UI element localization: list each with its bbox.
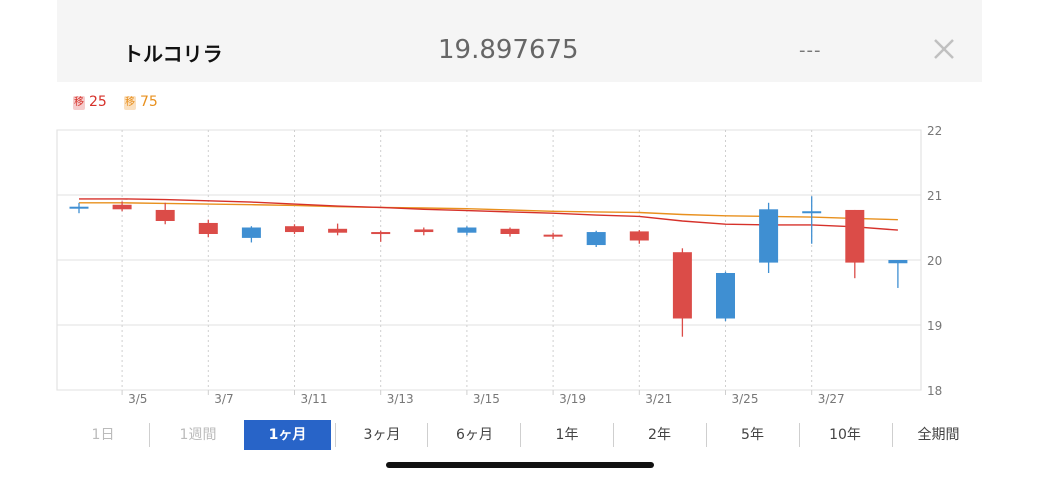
- price-change: ---: [799, 40, 822, 61]
- period-tab-6[interactable]: 2年: [648, 427, 671, 443]
- close-icon[interactable]: [931, 36, 957, 62]
- candle-body: [69, 206, 89, 209]
- legend-ma75-tag: 移: [124, 96, 136, 110]
- candle-body: [888, 260, 908, 264]
- period-tab-0[interactable]: 1日: [91, 427, 115, 443]
- period-divider: [427, 423, 428, 447]
- legend-ma25-tag: 移: [73, 96, 85, 110]
- period-divider: [706, 423, 707, 447]
- period-tab-4[interactable]: 6ヶ月: [456, 427, 493, 443]
- y-tick-label: 21: [927, 189, 942, 203]
- x-tick-label: 3/7: [214, 392, 233, 406]
- x-tick-label: 3/13: [387, 392, 414, 406]
- x-tick-label: 3/5: [128, 392, 147, 406]
- y-tick-label: 20: [927, 254, 942, 268]
- candle-body: [285, 226, 304, 233]
- candle-body: [716, 273, 735, 319]
- candle-body: [586, 232, 606, 246]
- currency-title: トルコリラ: [123, 42, 223, 66]
- period-divider: [335, 423, 336, 447]
- legend-ma75-label: 75: [140, 94, 158, 110]
- period-tab-5[interactable]: 1年: [555, 427, 579, 443]
- x-tick-label: 3/25: [732, 392, 759, 406]
- x-tick-label: 3/27: [818, 392, 845, 406]
- candle-body: [155, 209, 175, 221]
- period-tab-9[interactable]: 全期間: [917, 427, 960, 443]
- candle-body: [672, 252, 692, 319]
- candle-body: [371, 232, 391, 235]
- x-tick-label: 3/21: [645, 392, 672, 406]
- period-divider: [799, 423, 800, 447]
- candle-body: [457, 227, 477, 233]
- y-tick-label: 22: [927, 124, 942, 138]
- candle-body: [500, 228, 520, 234]
- candle-body: [112, 204, 132, 210]
- x-tick-label: 3/15: [473, 392, 500, 406]
- period-selector: 1日 1週間 1ヶ月 3ヶ月 6ヶ月 1年 2年 5年 10年 全期間: [57, 420, 982, 450]
- x-tick-label: 3/19: [559, 392, 586, 406]
- header: トルコリラ 19.897675 ---: [57, 0, 982, 82]
- x-tick-label: 3/11: [301, 392, 328, 406]
- period-tab-3[interactable]: 3ヶ月: [363, 427, 401, 443]
- candle-body: [198, 222, 218, 234]
- period-divider: [892, 423, 893, 447]
- home-indicator: [386, 462, 654, 468]
- period-divider: [520, 423, 521, 447]
- candle-body: [543, 234, 563, 237]
- candle-body: [629, 231, 649, 241]
- candle-body: [328, 228, 348, 233]
- period-tab-8[interactable]: 10年: [829, 427, 861, 443]
- y-tick-label: 18: [927, 384, 942, 398]
- candle-body: [414, 229, 434, 233]
- legend-ma25: 移 25: [73, 94, 107, 110]
- period-divider: [149, 423, 150, 447]
- y-tick-label: 19: [927, 319, 942, 333]
- period-divider: [613, 423, 614, 447]
- period-tab-2[interactable]: 1ヶ月: [244, 420, 331, 450]
- candle-body: [759, 209, 779, 263]
- candle-body: [845, 209, 865, 263]
- legend-ma75: 移 75: [124, 94, 158, 110]
- candle-body: [802, 211, 822, 214]
- candlestick-chart: 18 19 20 21 22 3/5 3/7 3/11 3/13 3/15 3/19 3/21 3/25…: [56, 124, 942, 406]
- candle-body: [241, 227, 261, 238]
- period-tab-1[interactable]: 1週間: [179, 427, 217, 443]
- current-price: 19.897675: [438, 35, 579, 65]
- legend-ma25-label: 25: [89, 94, 107, 110]
- period-tab-7[interactable]: 5年: [741, 427, 764, 443]
